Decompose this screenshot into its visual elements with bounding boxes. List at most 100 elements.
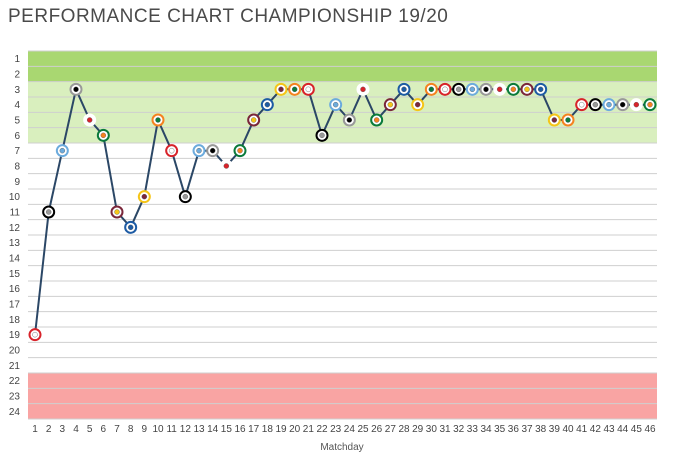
y-tick-label: 8 [14, 162, 20, 173]
x-tick-label: 24 [344, 424, 356, 435]
marker-center [32, 331, 38, 338]
y-tick-label: 23 [9, 392, 21, 403]
x-tick-label: 4 [73, 424, 79, 435]
series-line-layer [34, 88, 650, 335]
x-tick-label: 23 [330, 424, 342, 435]
data-point-marker [233, 144, 247, 158]
x-tick-label: 21 [303, 424, 315, 435]
data-point-marker [534, 82, 548, 96]
x-tick-label: 27 [385, 424, 397, 435]
y-tick-label: 10 [9, 192, 21, 203]
marker-center [332, 101, 339, 108]
x-tick-label: 17 [248, 424, 260, 435]
marker-center [209, 147, 216, 154]
x-tick-label: 15 [221, 424, 233, 435]
marker-center [360, 86, 366, 93]
marker-center [551, 117, 558, 123]
x-tick-label: 7 [114, 424, 120, 435]
data-point-marker [561, 113, 575, 127]
data-point-marker [452, 82, 466, 96]
data-point-marker [124, 220, 138, 234]
marker-center [442, 86, 448, 93]
markers-layer [28, 82, 657, 342]
marker-center [141, 193, 148, 200]
y-tick-label: 20 [9, 346, 21, 357]
data-point-marker [329, 98, 343, 112]
marker-center [373, 117, 380, 123]
y-tick-label: 5 [14, 116, 20, 127]
data-point-marker [383, 98, 397, 112]
x-tick-label: 13 [193, 424, 205, 435]
x-tick-label: 46 [644, 424, 656, 435]
x-tick-label: 35 [494, 424, 506, 435]
data-point-marker [192, 144, 206, 158]
data-point-marker [206, 144, 220, 158]
y-tick-label: 15 [9, 269, 21, 280]
x-tick-label: 14 [207, 424, 219, 435]
y-tick-label: 1 [14, 54, 20, 65]
data-point-marker [616, 98, 630, 112]
marker-center [455, 86, 462, 93]
x-tick-label: 20 [289, 424, 301, 435]
marker-center [592, 101, 599, 108]
marker-center [387, 101, 394, 108]
marker-center [100, 132, 107, 139]
x-tick-label: 43 [603, 424, 615, 435]
marker-center [86, 117, 93, 123]
marker-center [483, 86, 489, 93]
x-tick-label: 29 [412, 424, 424, 435]
marker-center [401, 86, 407, 93]
marker-center [182, 193, 189, 200]
marker-center [319, 132, 325, 139]
y-tick-label: 12 [9, 223, 21, 234]
y-tick-label: 24 [9, 407, 21, 418]
y-tick-label: 4 [14, 100, 20, 111]
data-point-marker [301, 82, 315, 96]
marker-center [346, 117, 353, 123]
zone-band-3 [28, 373, 657, 419]
data-point-marker [588, 98, 602, 112]
data-point-marker [547, 113, 561, 127]
data-point-marker [493, 82, 507, 96]
y-tick-label: 11 [10, 208, 21, 219]
x-tick-label: 8 [128, 424, 134, 435]
marker-center [73, 86, 79, 93]
marker-center [619, 101, 626, 108]
data-point-marker [288, 82, 302, 96]
y-tick-label: 9 [14, 177, 20, 188]
x-tick-label: 2 [46, 424, 52, 435]
marker-center [168, 147, 175, 154]
marker-center [305, 86, 312, 93]
x-tick-label: 25 [357, 424, 369, 435]
data-point-marker [643, 98, 657, 112]
x-tick-label: 10 [152, 424, 164, 435]
y-tick-label: 2 [14, 70, 20, 81]
data-point-marker [356, 82, 370, 96]
x-tick-label: 41 [576, 424, 588, 435]
marker-center [196, 147, 202, 154]
x-tick-label: 16 [234, 424, 246, 435]
data-point-marker [575, 98, 589, 112]
x-tick-label: 11 [166, 424, 177, 435]
data-point-marker [165, 144, 179, 158]
marker-center [428, 86, 435, 93]
marker-center [565, 117, 571, 123]
x-tick-label: 36 [508, 424, 520, 435]
data-point-marker [465, 82, 479, 96]
data-point-marker [342, 113, 356, 127]
x-tick-label: 3 [60, 424, 66, 435]
data-point-marker [411, 98, 425, 112]
marker-center [524, 86, 530, 93]
marker-center [537, 86, 544, 93]
y-tick-label: 13 [9, 238, 21, 249]
data-point-marker [479, 82, 493, 96]
y-tick-label: 7 [14, 146, 20, 157]
data-point-marker [424, 82, 438, 96]
x-tick-label: 5 [87, 424, 93, 435]
x-tick-label: 6 [101, 424, 107, 435]
y-tick-label: 17 [9, 300, 21, 311]
x-axis-ticks: 1 2 3 4 5 6 7 8 9 10 11 12 13 14 15 16 17 18 19 20 21 22 23 24 2… [32, 424, 656, 435]
marker-center [647, 101, 653, 108]
y-tick-label: 21 [9, 361, 21, 372]
